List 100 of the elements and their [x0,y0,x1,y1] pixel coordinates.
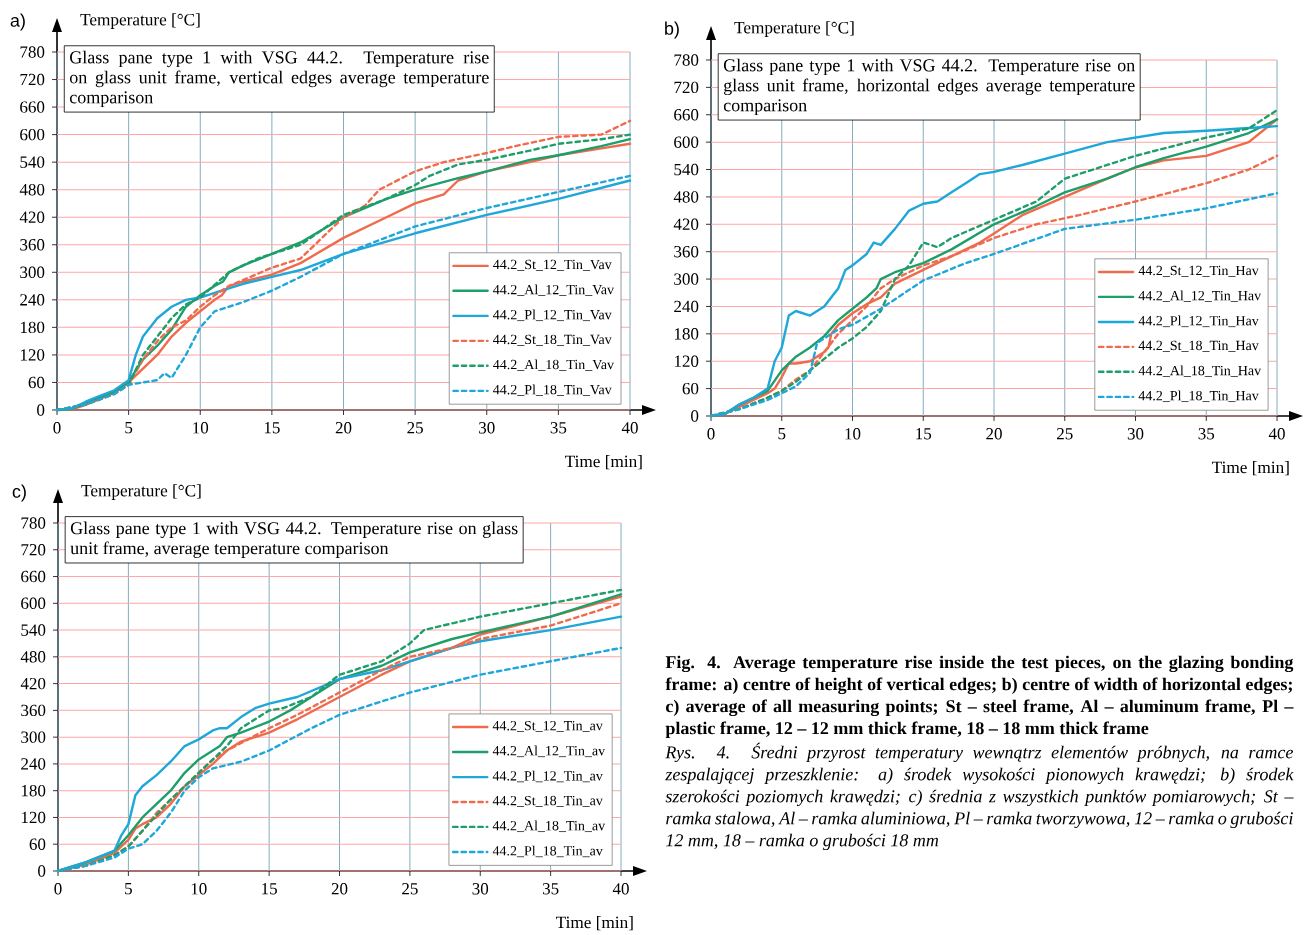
x-tick-label: 25 [402,883,418,895]
legend-label: 44.2_Pl_18_Tin_Hav [1138,390,1259,403]
y-tick-label: 0 [691,410,699,422]
y-tick-label: 360 [674,245,699,258]
legend-label: 44.2_Pl_12_Tin_Hav [1138,315,1259,328]
y-tick-label: 720 [21,544,46,556]
y-axis-title: Temperature [°C] [80,13,200,29]
y-tick-label: 660 [20,101,45,113]
y-tick-label: 420 [19,211,45,223]
x-tick-label: 10 [845,428,861,440]
y-tick-label: 780 [674,54,699,66]
y-tick-label: 600 [20,128,45,141]
x-tick-label: 35 [1198,428,1215,440]
y-tick-label: 540 [674,163,699,176]
x-tick-label: 40 [1268,428,1285,440]
chart-title: Glass pane type 1 with VSG 44.2. Temperature rise on glass unit frame, average temperature comparison [70,521,518,558]
x-tick-label: 0 [707,428,715,440]
y-tick-label: 120 [674,355,699,367]
legend-label: 44.2_Pl_18_Tin_av [492,845,603,858]
text: Glass pane type 1 with VSG 44.2. Temperature rise on glass unit frame, vertical edges average temperature comparison [69,50,489,108]
x-tick-label: 20 [331,883,348,895]
text: c) [12,484,26,502]
y-tick-label: 540 [20,156,45,168]
text: a) [10,13,25,31]
x-tick-label: 15 [262,883,277,895]
x-axis-title: Time [min] [556,916,633,931]
y-tick-label: 300 [21,731,46,743]
y-tick-label: 720 [20,73,45,86]
y-tick-label: 660 [674,109,699,121]
y-tick-label: 0 [37,404,45,416]
legend-label: 44.2_Al_12_Tin_Hav [1138,290,1262,302]
y-tick-label: 240 [21,758,46,770]
y-tick-label: 660 [21,570,46,583]
y-tick-label: 360 [20,239,45,251]
legend-label: 44.2_St_12_Tin_Hav [1138,265,1259,277]
y-tick-label: 780 [21,517,46,529]
x-tick-label: 0 [54,883,62,895]
x-tick-label: 40 [621,422,638,434]
y-tick-label: 0 [38,865,46,877]
y-tick-label: 420 [673,218,699,231]
x-tick-label: 35 [550,422,567,434]
legend-label: 44.2_St_12_Tin_av [492,720,603,732]
x-tick-label: 20 [335,422,352,434]
y-axis-title: Temperature [°C] [734,21,854,37]
x-tick-label: 5 [125,883,132,895]
y-tick-label: 480 [20,651,46,663]
legend-label: 44.2_St_18_Tin_Hav [1138,340,1259,352]
x-axis-title: Time [min] [1212,461,1289,476]
x-tick-label: 30 [479,422,495,434]
y-tick-label: 300 [20,266,45,279]
legend-label: 44.2_St_18_Tin_av [492,795,603,807]
y-tick-label: 360 [21,704,46,717]
text: b) [665,21,679,39]
y-tick-label: 60 [682,382,699,395]
caption: Fig. 4. Average temperature rise inside the test pieces, on the glazing bonding frame: a) centre of height of vertical edges; b) centre of width of horizontal edges; c) average of all measuring points; St – steel frame, Al – aluminum frame, Pl – plastic frame, 12 – 12 mm thick frame, 18 – 18 mm thick frame [665,655,1294,738]
x-tick-label: 15 [916,428,932,440]
x-tick-label: 40 [612,883,629,895]
y-tick-label: 240 [20,294,45,306]
text: Glass pane type 1 with VSG 44.2. Temperature rise on glass unit frame, horizontal edges average temperature comparison [723,58,1135,116]
y-tick-label: 480 [19,183,45,196]
x-tick-label: 30 [472,883,489,895]
x-tick-label: 10 [191,883,207,895]
y-tick-label: 120 [21,811,46,824]
x-tick-label: 20 [986,428,1002,440]
y-tick-label: 480 [673,191,699,203]
legend-label: 44.2_Pl_12_Tin_av [492,770,603,783]
x-tick-label: 25 [1057,428,1073,440]
legend-label: 44.2_Al_18_Tin_Vav [493,359,615,371]
y-tick-label: 180 [21,784,46,797]
y-tick-label: 600 [21,597,46,610]
y-tick-label: 780 [20,46,45,58]
text: Rys. 4. Średni przyrost temperatury wewnątrz elementów próbnych, na ramce zespalającej przeszklenie: a) środek wysokości pionowych krawędzi; b) środek szerokości poziomych krawędzi; c) średnia z wszystkich punktów pomiarowych; St – ramka stalowa, Al – ramka aluminiowa, Pl – ramka tworzywowa, 12 – ramka o grubości 12 mm, 18 – ramka o grubości 18 mm [665,742,1294,851]
y-tick-label: 420 [20,677,46,690]
legend-label: 44.2_Pl_12_Tin_Vav [493,309,612,322]
legend-label: 44.2_Pl_18_Tin_Vav [493,384,612,396]
y-tick-label: 600 [674,136,699,148]
legend-label: 44.2_Al_12_Tin_Vav [493,284,615,296]
x-tick-label: 30 [1127,428,1144,440]
legend-label: 44.2_St_18_Tin_Vav [493,334,612,346]
y-tick-label: 540 [21,624,46,636]
legend-label: 44.2_Al_12_Tin_av [492,745,606,758]
y-tick-label: 720 [674,81,699,94]
x-tick-label: 15 [264,422,280,434]
y-tick-label: 60 [29,838,46,850]
x-tick-label: 5 [778,428,786,440]
x-tick-label: 0 [53,422,61,434]
x-tick-label: 25 [407,422,423,434]
y-tick-label: 300 [674,273,699,285]
x-tick-label: 10 [193,422,209,434]
y-tick-label: 60 [28,376,45,389]
y-tick-label: 120 [20,349,45,361]
y-tick-label: 180 [20,321,45,334]
y-tick-label: 240 [674,300,699,313]
y-tick-label: 180 [674,328,699,340]
y-axis-title: Temperature [°C] [81,484,201,500]
x-tick-label: 5 [125,422,133,434]
x-tick-label: 35 [542,883,559,895]
legend-label: 44.2_Al_18_Tin_Hav [1138,365,1262,377]
legend-label: 44.2_Al_18_Tin_av [492,820,606,833]
x-axis-title: Time [min] [565,455,642,470]
